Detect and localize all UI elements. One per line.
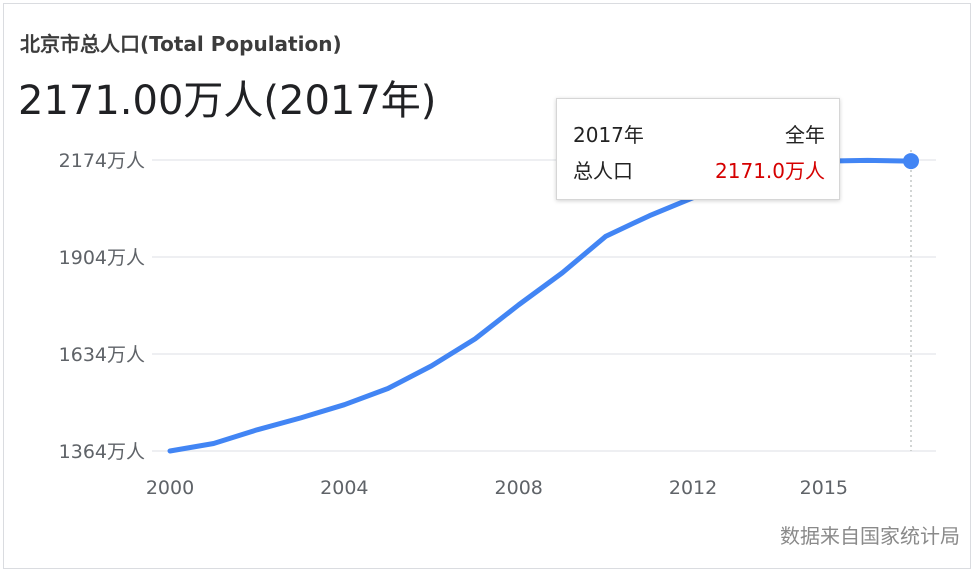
y-tick-label: 1364万人 (59, 441, 145, 463)
headline-value: 2171.00万人(2017年) (18, 78, 437, 124)
x-axis-ticks: 2000 2004 2008 2012 2015 (146, 477, 848, 499)
tooltip-year: 2017年 (573, 123, 644, 147)
tooltip-value: 2171.0万人 (715, 159, 825, 183)
tooltip-metric: 总人口 (573, 159, 633, 183)
tooltip: 2017年 全年 总人口 2171.0万人 (556, 98, 840, 200)
x-tick-label: 2004 (320, 477, 368, 499)
gridlines (152, 159, 936, 452)
x-tick-label: 2015 (800, 477, 848, 499)
x-tick-label: 2012 (669, 477, 717, 499)
population-card: 北京市总人口(Total Population) 2171.00万人(2017年… (3, 3, 971, 569)
highlight-point[interactable] (903, 153, 919, 170)
y-tick-label: 1634万人 (59, 344, 145, 366)
y-tick-label: 1904万人 (59, 247, 145, 269)
tooltip-row-value: 总人口 2171.0万人 (573, 155, 825, 184)
tooltip-period: 全年 (785, 123, 825, 147)
x-tick-label: 2008 (495, 477, 543, 499)
tooltip-row-year: 2017年 全年 (573, 119, 825, 148)
x-tick-label: 2000 (146, 477, 194, 499)
data-source-note: 数据来自国家统计局 (780, 524, 960, 548)
y-axis-ticks: 1364万人 1634万人 1904万人 2174万人 (59, 150, 145, 463)
series-line-0 (167, 157, 914, 454)
chart-title: 北京市总人口(Total Population) (20, 32, 342, 56)
y-tick-label: 2174万人 (59, 150, 145, 172)
